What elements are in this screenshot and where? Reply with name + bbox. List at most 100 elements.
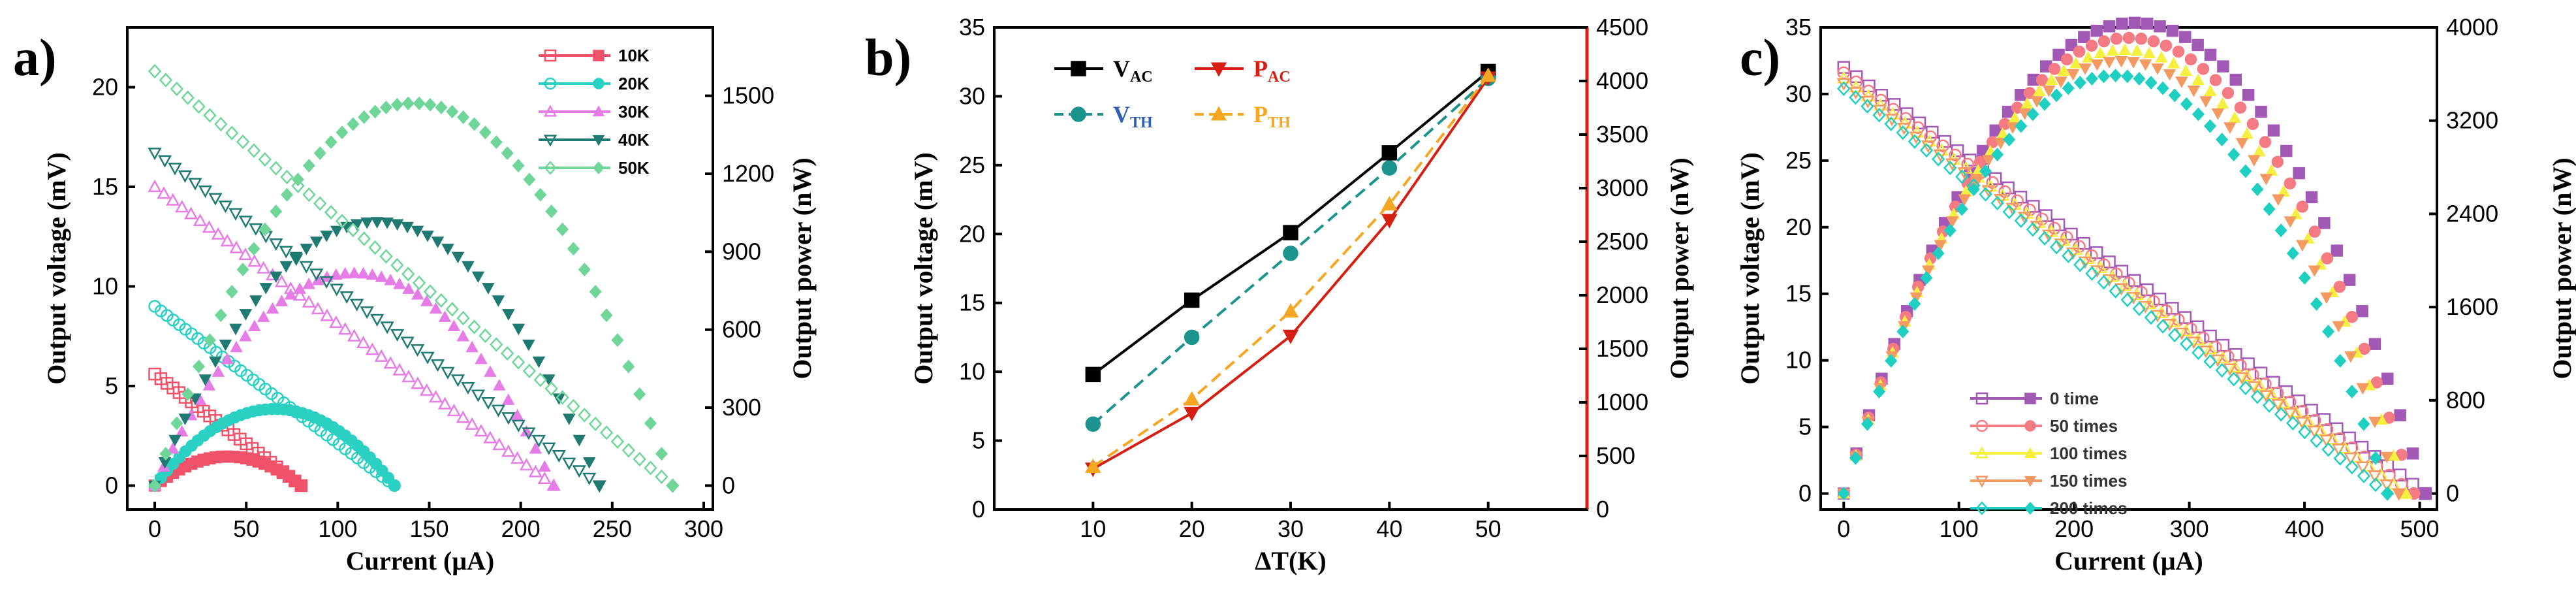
voltage-point [2178, 323, 2193, 336]
power-point [302, 159, 315, 173]
voltage-point [2345, 459, 2359, 475]
legend-label: 100 times [2050, 444, 2128, 463]
voltage-point [1949, 148, 1962, 162]
power-point [644, 416, 657, 430]
power-point [2322, 325, 2335, 339]
voltage-point [2191, 320, 2205, 334]
y2-axis-title: Output power (nW) [1665, 157, 1694, 379]
power-point [1934, 240, 1947, 252]
voltage-point [269, 161, 283, 176]
power-point [2305, 191, 2318, 204]
power-point [338, 267, 352, 279]
power-point [2090, 24, 2103, 37]
voltage-point [225, 125, 239, 140]
power-point [2168, 88, 2181, 103]
voltage-point [544, 381, 558, 397]
power-point [655, 447, 668, 461]
power-point [1861, 417, 1874, 431]
legend-filled-marker [593, 50, 605, 61]
power-point [501, 146, 514, 160]
power-point [358, 110, 371, 124]
power-point [482, 283, 495, 295]
voltage-point [269, 238, 283, 251]
voltage-point [1900, 107, 1913, 120]
voltage-point [168, 163, 182, 176]
power-point [1973, 155, 1987, 169]
voltage-point [148, 179, 162, 193]
voltage-point [2005, 202, 2020, 216]
power-point [2147, 35, 2160, 48]
power-point [2334, 353, 2347, 368]
power-point [360, 218, 373, 229]
y-tick-label: 25 [959, 152, 985, 178]
power-point [493, 379, 506, 391]
power-point [249, 295, 262, 307]
voltage-point [410, 344, 425, 357]
legend-open-marker [1975, 419, 1988, 432]
power-point [2271, 155, 2284, 169]
power-point [2160, 39, 2173, 52]
voltage-point [2238, 380, 2253, 396]
legend-filled-marker [592, 161, 605, 174]
voltage-point [2227, 359, 2242, 373]
power-point [401, 221, 414, 234]
power-point [203, 333, 216, 348]
voltage-point [247, 254, 262, 267]
chart-panel-1: 10 20 30 40 50051015202530350500100015002000… [865, 14, 1694, 575]
power-point [1908, 297, 1921, 311]
y2-tick-label: 1000 [1596, 389, 1648, 415]
power-point [375, 270, 388, 282]
voltage-point [582, 472, 597, 485]
voltage-point [257, 261, 271, 274]
voltage-point [2014, 213, 2028, 229]
power-point [2057, 64, 2071, 76]
series-10K [148, 367, 308, 493]
voltage-point [2156, 319, 2170, 334]
x-tick-label: 50 [233, 515, 259, 542]
voltage-point [2085, 266, 2099, 281]
power-point [270, 271, 283, 283]
voltage-point [599, 425, 614, 440]
power-point [330, 225, 343, 238]
voltage-point [2073, 257, 2087, 272]
power-point [402, 282, 415, 294]
legend-open-marker [544, 161, 557, 175]
power-point [465, 340, 479, 353]
power-point [2121, 69, 2134, 84]
data-point [1381, 145, 1398, 161]
power-point [510, 408, 524, 421]
voltage-point [338, 322, 353, 335]
voltage-point [335, 214, 349, 229]
voltage-point [479, 328, 492, 344]
power-point [520, 425, 533, 437]
power-point [2296, 240, 2309, 252]
legend-open-marker [1975, 392, 1988, 405]
voltage-point [1994, 194, 2008, 207]
power-point [545, 204, 558, 219]
power-point [522, 339, 535, 351]
voltage-point [412, 275, 426, 291]
x-tick-label: 300 [684, 515, 723, 542]
legend-marker [1071, 106, 1086, 122]
y2-tick-label: 4000 [2446, 14, 2498, 40]
voltage-point [2271, 398, 2285, 412]
power-point [2042, 85, 2056, 97]
power-point [468, 117, 481, 131]
voltage-point [218, 201, 233, 214]
voltage-point [309, 268, 324, 282]
power-point [2116, 17, 2128, 30]
legend-filled-marker [2024, 447, 2037, 459]
power-point [366, 268, 379, 280]
power-point [2239, 164, 2252, 178]
power-point [2180, 97, 2193, 111]
power-point [2318, 217, 2331, 229]
voltage-point [2355, 461, 2370, 474]
voltage-point [491, 404, 506, 417]
voltage-point [1836, 78, 1851, 91]
voltage-point [181, 90, 195, 105]
voltage-point [572, 465, 586, 478]
voltage-point [2331, 444, 2346, 457]
voltage-point [400, 336, 415, 349]
voltage-point [339, 291, 354, 304]
voltage-point [228, 208, 243, 221]
